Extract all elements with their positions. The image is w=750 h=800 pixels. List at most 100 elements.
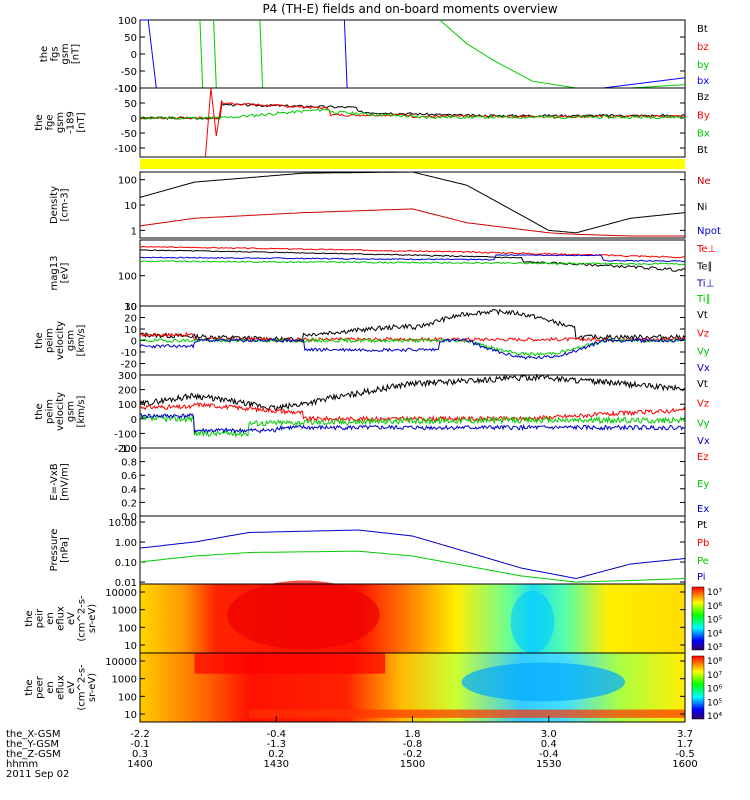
vi-vy — [139, 415, 686, 438]
velocity_i-ylabel: thepeimvelocitygsm[km/s] — [34, 392, 87, 431]
velocity_e-ylabel-line: peim — [45, 328, 56, 353]
temperature-legend-Te∥: Te∥ — [696, 261, 713, 272]
fgm-legend-Bx: Bx — [697, 129, 710, 140]
velocity_e-legend-Vx: Vx — [697, 363, 710, 374]
velocity_i-ytick-label: -200 — [114, 444, 137, 455]
pressure-ylabel-line: [nPa] — [60, 537, 71, 563]
velocity_e-ylabel: thepeimvelocitygsm[km/s] — [34, 321, 87, 360]
temp-ti-perp — [140, 254, 686, 263]
fgs-legend-bz: bz — [697, 42, 709, 53]
time-row-value: 1430 — [264, 759, 289, 770]
velocity_i-ytick-label: 0 — [131, 415, 137, 426]
fgs-ytick-label: 0 — [131, 50, 137, 61]
velocity_i-ytick-label: 200 — [118, 386, 137, 397]
fgs-bx-curve — [140, 19, 157, 89]
fgm-bx — [139, 108, 686, 121]
fgs-by-spike-3 — [259, 19, 264, 89]
velocity_e-ytick-label: 30 — [124, 302, 137, 313]
density-frame — [139, 171, 686, 239]
ion_spectrogram-ylabel-line: the — [24, 610, 35, 626]
electron_spectrogram-colorbar-tick: 10⁸ — [707, 657, 722, 667]
velocity_e-ytick-label: 0 — [131, 337, 137, 348]
pressure-ytick-label: 10.00 — [108, 518, 137, 529]
efield-frame — [139, 447, 686, 517]
time-row-value: -0.1 — [130, 739, 150, 750]
ion_spectrogram-colorbar-tick: 10⁶ — [707, 602, 722, 612]
panel-electron_spectrogram: 10⁸ 10⁷ 10⁶ 10⁵ 10⁴ 10000 1000 100 10 thepeerenef… — [24, 652, 722, 723]
time-row-value: 1600 — [672, 759, 697, 770]
fgs-bx-curve-2 — [343, 19, 348, 89]
velocity_e-ytick-label: 20 — [124, 314, 137, 325]
ve-vt — [139, 308, 686, 343]
panel-efield: 1.0 0.8 0.6 0.4 0.2 0.0 E=-VxB[mV/m] Ez Ey Ex — [49, 444, 709, 523]
time-row-label: hhmm — [6, 759, 38, 770]
ion_spectrogram-ylabel-line: eflux — [56, 606, 67, 631]
ion_spectrogram-image — [140, 584, 685, 653]
fgs-ylabel-line: fgs — [50, 46, 61, 61]
ion_spectrogram-colorbar-tick: 10⁵ — [707, 616, 722, 626]
velocity_e-legend-Vz: Vz — [697, 328, 709, 339]
ve-vx — [139, 337, 686, 360]
fgs-ylabel-line: gsm — [60, 43, 71, 64]
ele-hot-band — [194, 653, 386, 674]
fgm-ytick-label: 0 — [131, 114, 137, 125]
time-row-value: -0.2 — [403, 749, 423, 760]
temp-te-par — [139, 249, 686, 272]
panel-fgm: 100 50 0 -50 -100 thefgegsm-189[nT] Bz By Bx Bt — [34, 84, 710, 158]
electron_spectrogram-ylabel: thepeerenefluxeV(cm^2-s-sr-eV) — [24, 664, 98, 711]
velocity_i-ylabel-line: [km/s] — [76, 395, 87, 427]
time-row-value: 0.3 — [132, 749, 148, 760]
time-row-value: -0.4 — [539, 749, 559, 760]
electron_spectrogram-ylabel-line: (cm^2-s- — [77, 664, 88, 711]
time-row-value: -2.2 — [130, 729, 150, 740]
time-row-value: -0.8 — [403, 739, 423, 750]
density-legend-Ne: Ne — [697, 176, 711, 187]
fgm-legend-By: By — [697, 110, 710, 121]
fgm-ytick-label: -50 — [121, 129, 137, 140]
time-row-label: the_Z-GSM — [6, 749, 61, 760]
efield-ytick-label: 0.8 — [121, 458, 137, 469]
time-row-value: 1.7 — [677, 739, 693, 750]
fgs-by-decay — [439, 19, 686, 89]
temperature-frame — [139, 239, 686, 307]
fgs-frame — [139, 19, 686, 89]
time-row-value: -1.3 — [266, 739, 286, 750]
ion_spectrogram-ytick-label: 10 — [124, 641, 137, 652]
ion-cold-blob — [510, 590, 555, 653]
velocity_i-legend-Vz: Vz — [697, 399, 709, 410]
fgm-ylabel-line: [nT] — [76, 112, 87, 132]
time-row-value: -0.4 — [266, 729, 286, 740]
electron_spectrogram-colorbar-tick: 10⁴ — [707, 712, 722, 722]
fgs-legend-by: by — [697, 60, 709, 71]
ion_spectrogram-ylabel-line: peir — [35, 608, 46, 628]
efield-ylabel: E=-VxB[mV/m] — [49, 463, 71, 501]
temperature-ytick-label: 10 — [124, 302, 137, 313]
pressure-ytick-label: 1.00 — [115, 538, 137, 549]
fgm-ylabel-line: gsm — [55, 112, 66, 133]
fgs-by-spike-2 — [213, 19, 217, 89]
efield-ylabel-line: E=-VxB — [49, 463, 60, 500]
ele-low-band — [249, 709, 685, 718]
ion_spectrogram-ylabel-line: sr-eV) — [87, 604, 98, 633]
density-ylabel-line: Density — [49, 186, 60, 224]
density-ne-curve — [139, 208, 685, 237]
temp-te-perp — [139, 245, 686, 259]
velocity_i-legend-Vt: Vt — [697, 379, 708, 390]
ele-cold-blob — [461, 662, 626, 702]
time-row-value: 1400 — [127, 759, 152, 770]
fgs-ytick-label: 50 — [124, 33, 137, 44]
panel-density: 100 10 1 Density[cm-3] Ne Ni Npot — [49, 171, 721, 239]
density-ylabel-line: [cm-3] — [60, 188, 71, 221]
fgs-ytick-label: -50 — [121, 67, 137, 78]
ion_spectrogram-ylabel: thepeirenefluxeV(cm^2-s-sr-eV) — [24, 595, 98, 642]
time-row-value: -0.5 — [675, 749, 695, 760]
pressure-pi-curve — [139, 529, 686, 580]
ion_spectrogram-ytick-label: 100 — [118, 623, 137, 634]
temperature-ytick-label: 100 — [118, 272, 137, 283]
temperature-legend-Te⊥: Te⊥ — [696, 244, 716, 255]
electron_spectrogram-ylabel-line: peer — [35, 675, 46, 699]
pressure-ytick-label: 0.10 — [115, 558, 137, 569]
efield-ytick-label: 1.0 — [121, 444, 137, 455]
electron_spectrogram-ylabel-line: eV — [66, 681, 77, 694]
